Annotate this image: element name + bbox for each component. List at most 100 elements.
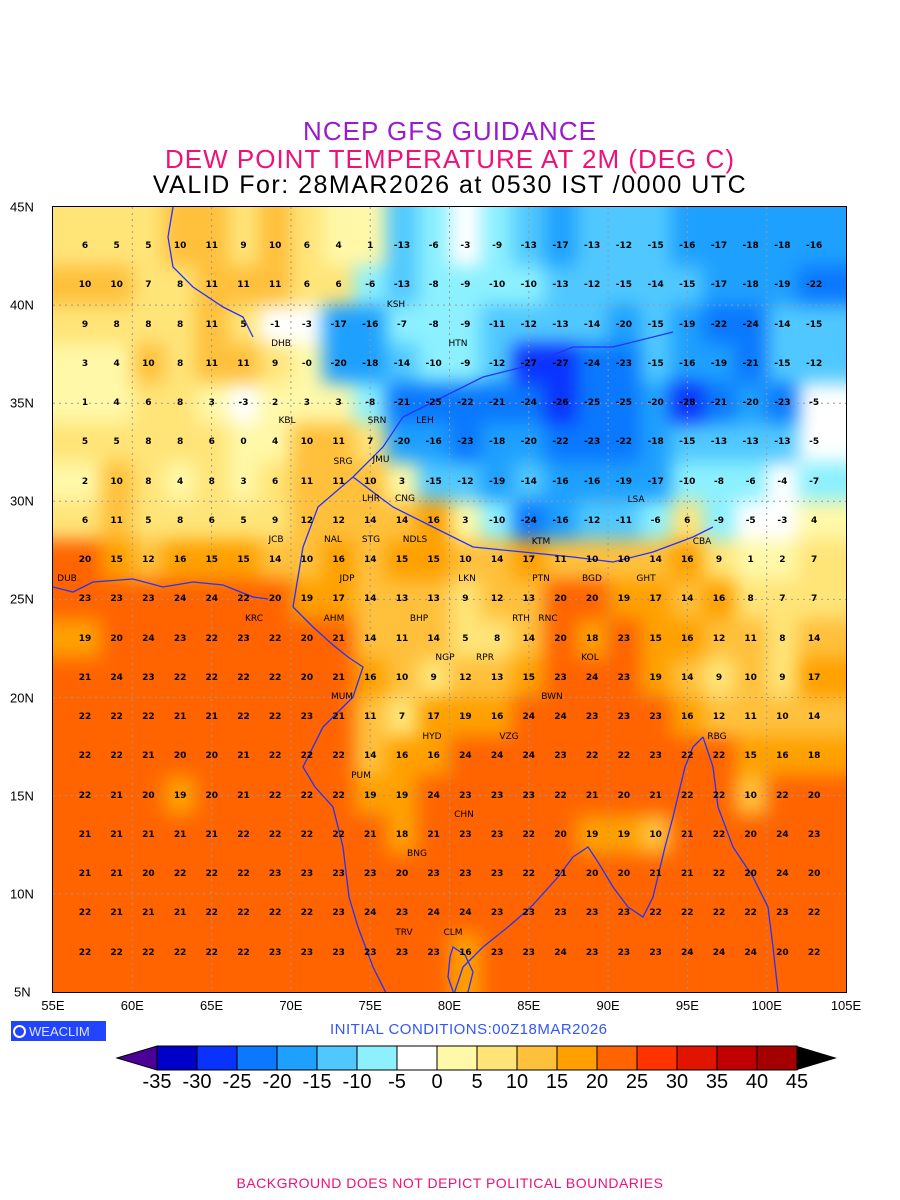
- field-cell: [703, 265, 736, 306]
- field-cell: [449, 344, 483, 385]
- grid-value: -18: [774, 241, 791, 251]
- grid-value: 22: [300, 790, 314, 801]
- field-cell: [449, 461, 483, 503]
- field-cell: [766, 265, 800, 306]
- field-cell: [53, 383, 71, 424]
- colorbar-label: 30: [665, 1071, 689, 1093]
- grid-value: 12: [142, 555, 155, 565]
- field-cell: [576, 422, 610, 463]
- field-cell: [53, 344, 71, 385]
- field-cell: [164, 501, 197, 542]
- grid-value: 22: [300, 908, 314, 919]
- field-cell: [766, 893, 800, 934]
- grid-value: 19: [459, 712, 472, 722]
- grid-value: 10: [300, 437, 314, 448]
- grid-value: -22: [805, 280, 823, 291]
- grid-value: 22: [78, 712, 92, 722]
- grid-value: 20: [776, 947, 789, 958]
- field-cell: [164, 972, 197, 992]
- grid-value: 10: [78, 280, 92, 291]
- grid-value: -18: [742, 241, 759, 251]
- field-cell: [195, 972, 229, 992]
- grid-value: 23: [522, 790, 536, 801]
- field-cell: [639, 501, 673, 542]
- field-cell: [449, 854, 483, 895]
- field-cell: [322, 422, 356, 463]
- grid-value: -6: [428, 241, 439, 251]
- field-cell: [608, 815, 641, 856]
- grid-value: 9: [272, 515, 279, 526]
- grid-value: 5: [113, 241, 120, 251]
- field-cell: [69, 736, 102, 777]
- field-cell: [544, 265, 578, 306]
- field-cell: [766, 815, 800, 856]
- grid-value: -15: [805, 319, 823, 330]
- field-cell: [386, 697, 419, 738]
- grid-value: 22: [712, 908, 726, 919]
- field-cell: [671, 304, 705, 346]
- field-cell: [195, 697, 229, 738]
- grid-value: -16: [552, 476, 569, 487]
- field-cell: [576, 893, 610, 934]
- grid-value: 8: [176, 515, 184, 526]
- field-cell: [259, 736, 293, 777]
- field-cell: [829, 226, 846, 267]
- grid-value: -24: [520, 515, 537, 526]
- field-cell: [734, 226, 768, 267]
- field-cell: [576, 304, 610, 346]
- grid-value: 9: [715, 555, 723, 565]
- field-cell: [322, 207, 356, 228]
- field-cell: [417, 344, 451, 385]
- field-cell: [576, 932, 610, 974]
- city-label-lkn: LKN: [458, 574, 476, 584]
- field-cell: [69, 304, 102, 346]
- grid-value: 22: [110, 712, 123, 722]
- field-cell: [798, 344, 831, 385]
- field-cell: [608, 932, 641, 974]
- grid-value: 20: [744, 869, 757, 879]
- field-cell: [512, 736, 546, 777]
- field-cell: [798, 658, 831, 699]
- grid-value: 1: [81, 398, 89, 408]
- grid-value: -12: [805, 358, 823, 369]
- grid-value: -10: [488, 280, 506, 291]
- field-cell: [53, 265, 71, 306]
- field-cell: [417, 207, 451, 228]
- grid-value: 20: [173, 751, 187, 762]
- field-cell: [132, 540, 166, 581]
- grid-value: 23: [268, 869, 282, 879]
- colorbar-swatch: [716, 1045, 758, 1071]
- grid-value: 22: [332, 829, 345, 840]
- colorbar-label: -10: [342, 1071, 372, 1093]
- field-cell: [449, 775, 483, 817]
- field-cell: [386, 618, 419, 660]
- field-cell: [195, 618, 229, 660]
- lat-label: 45N: [10, 199, 34, 215]
- grid-value: 20: [554, 594, 567, 605]
- lat-label: 10N: [10, 886, 34, 902]
- lat-label: 40N: [10, 297, 34, 313]
- grid-value: -15: [647, 319, 664, 330]
- field-cell: [734, 207, 768, 228]
- grid-value: 14: [364, 515, 377, 526]
- field-cell: [322, 304, 356, 346]
- grid-value: 16: [395, 751, 409, 762]
- grid-value: 0: [240, 437, 247, 448]
- grid-value: 12: [300, 515, 314, 526]
- arabian-coast: [53, 578, 269, 600]
- grid-value: 22: [681, 908, 694, 919]
- grid-value: 12: [712, 712, 726, 722]
- field-cell: [100, 501, 134, 542]
- grid-value: 5: [240, 319, 247, 330]
- grid-value: 23: [554, 908, 567, 919]
- grid-value: 5: [113, 437, 120, 448]
- field-cell: [703, 658, 736, 699]
- grid-value: 22: [617, 751, 631, 762]
- grid-value: 18: [395, 829, 409, 840]
- grid-value: -14: [647, 280, 664, 291]
- field-cell: [703, 501, 736, 542]
- field-cell: [164, 422, 197, 463]
- field-cell: [766, 461, 800, 503]
- lat-label: 25N: [10, 591, 34, 607]
- field-cell: [829, 207, 846, 228]
